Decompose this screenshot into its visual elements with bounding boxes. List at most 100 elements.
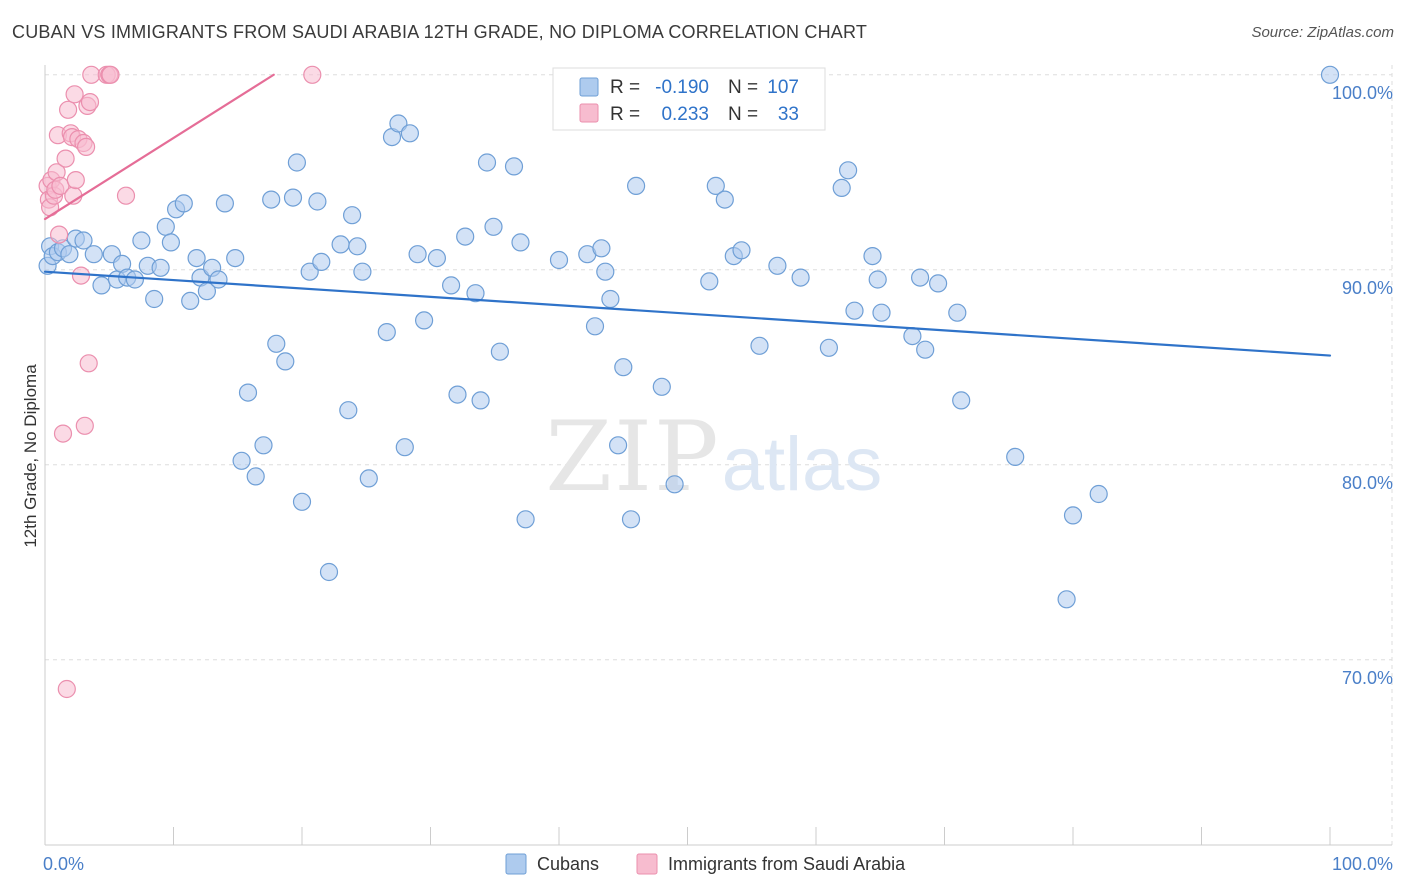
cubans-point	[161, 233, 180, 252]
stats-r-value-1: -0.190	[655, 77, 709, 98]
stats-swatch-saudi	[579, 103, 599, 123]
cubans-point	[626, 176, 646, 195]
cubans-point	[448, 385, 467, 404]
cubans-point	[377, 323, 396, 342]
cubans-point	[287, 153, 306, 172]
cubans-point	[442, 276, 461, 295]
stats-r-label-1: R =	[610, 77, 640, 98]
watermark-zip: ZIP	[545, 401, 720, 513]
cubans-point	[283, 188, 303, 207]
cubans-point	[601, 289, 620, 309]
saudi-point	[57, 679, 76, 699]
cubans-point	[471, 391, 490, 410]
x-tick-labels: 0.0% 100.0%	[43, 854, 1393, 874]
saudi-trend-line	[43, 73, 275, 221]
stats-n-value-2: 33	[778, 104, 799, 125]
stats-legend: R = -0.190 N = 107 R = 0.233 N = 33	[552, 67, 826, 131]
cubans-point	[395, 438, 414, 457]
cubans-point	[903, 327, 922, 346]
cubans-point	[246, 467, 265, 486]
cubans-point	[819, 338, 839, 357]
watermark-atlas: atlas	[722, 422, 883, 507]
cubans-point	[665, 475, 684, 494]
cubans-point	[174, 194, 193, 213]
cubans-point	[238, 383, 258, 402]
saudi-point	[79, 354, 98, 373]
cubans-point	[339, 401, 358, 420]
cubans-point	[1006, 447, 1025, 466]
cubans-point	[254, 436, 273, 455]
cubans-point	[511, 233, 530, 252]
legend-label-cubans: Cubans	[537, 854, 599, 874]
cubans-point	[549, 250, 569, 270]
cubans-point	[226, 249, 245, 268]
cubans-point	[715, 190, 734, 209]
cubans-point	[768, 256, 787, 275]
cubans-point	[928, 274, 948, 293]
cubans-point	[343, 206, 362, 225]
data-points	[38, 65, 1340, 699]
saudi-point	[58, 100, 78, 119]
stats-n-label-1: N =	[728, 77, 758, 98]
cubans-trend-line	[43, 270, 1332, 357]
cubans-point	[92, 276, 111, 295]
cubans-point	[490, 342, 509, 361]
cubans-point	[504, 157, 524, 176]
cubans-point	[863, 247, 882, 266]
y-tick-labels: 70.0% 80.0% 90.0% 100.0%	[1332, 83, 1393, 688]
grid	[45, 65, 1393, 845]
saudi-point	[53, 424, 73, 443]
stats-r-value-2: 0.233	[661, 104, 709, 125]
cubans-point	[292, 492, 312, 511]
cubans-point	[838, 161, 858, 180]
cubans-point	[415, 311, 434, 330]
saudi-point	[71, 266, 91, 285]
cubans-point	[400, 124, 419, 143]
source-label: Source: ZipAtlas.com	[1251, 24, 1394, 41]
saudi-point	[303, 65, 322, 84]
y-axis-label: 12th Grade, No Diploma	[21, 364, 40, 548]
cubans-point	[948, 303, 967, 322]
cubans-point	[312, 252, 331, 271]
y-tick-label: 90.0%	[1342, 278, 1393, 298]
saudi-point	[75, 416, 94, 435]
x-tick-label-max: 100.0%	[1332, 854, 1393, 874]
series-legend: Cubans Immigrants from Saudi Arabia	[505, 853, 906, 875]
cubans-point	[732, 241, 751, 260]
cubans-point	[308, 192, 327, 211]
stats-r-label-2: R =	[610, 104, 640, 125]
chart-title: CUBAN VS IMMIGRANTS FROM SAUDI ARABIA 12…	[12, 22, 868, 42]
cubans-point	[232, 451, 251, 470]
stats-n-label-2: N =	[728, 104, 758, 125]
cubans-point	[331, 235, 350, 254]
cubans-point	[484, 217, 503, 236]
cubans-point	[353, 262, 372, 281]
cubans-point	[389, 114, 408, 133]
saudi-point	[65, 85, 84, 104]
cubans-point	[621, 510, 641, 529]
cubans-point	[267, 334, 286, 353]
stats-swatch-cubans	[579, 77, 599, 97]
cubans-point	[151, 258, 170, 277]
cubans-point	[516, 510, 535, 529]
saudi-point	[116, 186, 136, 205]
cubans-point	[456, 227, 475, 246]
cubans-point	[1063, 506, 1083, 525]
cubans-point	[60, 245, 79, 264]
cubans-point	[181, 291, 200, 310]
cubans-point	[614, 358, 633, 377]
cubans-point	[408, 245, 427, 264]
cubans-point	[1320, 65, 1340, 84]
watermark: ZIP atlas	[545, 401, 882, 513]
saudi-point	[76, 137, 96, 156]
cubans-point	[845, 301, 864, 320]
legend-label-saudi: Immigrants from Saudi Arabia	[668, 854, 906, 874]
y-tick-label: 80.0%	[1342, 473, 1393, 493]
saudi-point	[82, 65, 101, 84]
cubans-point	[319, 562, 339, 582]
cubans-point	[910, 268, 930, 287]
cubans-point	[215, 194, 234, 213]
cubans-point	[706, 176, 725, 195]
saudi-point	[56, 149, 75, 168]
